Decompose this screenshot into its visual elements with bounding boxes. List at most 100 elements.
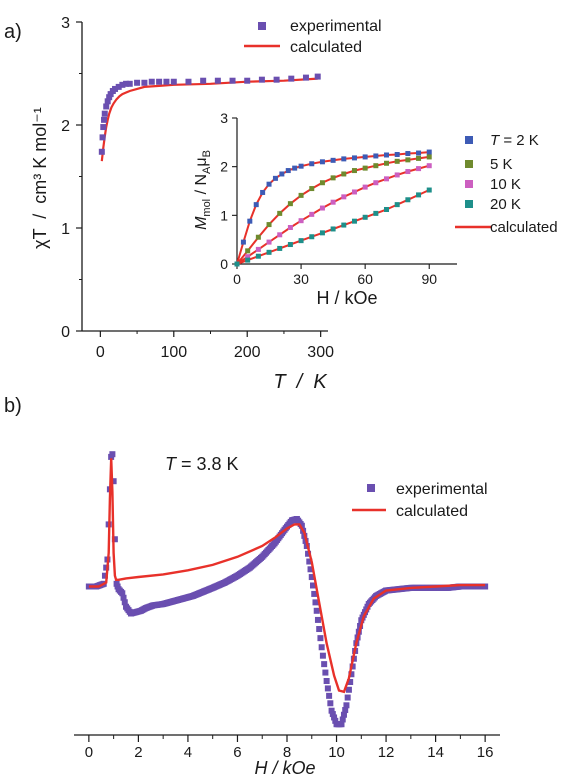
experimental-marker (273, 76, 280, 83)
inset-marker-5K (384, 160, 390, 166)
inset-axes: 0 30 60 90 0 1 2 3 (220, 110, 457, 287)
panel-b-title: T = 3.8 K (165, 454, 239, 474)
inset-plot (234, 149, 432, 267)
b-x-tick-label: 8 (283, 744, 291, 761)
experimental-marker (185, 78, 192, 85)
inset-legend: T = 2 K 5 K 10 K 20 K calculated (455, 132, 558, 236)
inset-marker-10K (384, 176, 390, 182)
inset-marker-20K (309, 234, 315, 240)
inset-marker-10K (245, 254, 251, 260)
b-experimental-marker (321, 661, 328, 668)
inset-marker-10K (319, 205, 325, 211)
inset-marker-2K (405, 151, 411, 157)
b-x-tick-label: 0 (85, 744, 93, 761)
inset-marker-10K (362, 184, 368, 190)
b-x-tick-label: 2 (134, 744, 142, 761)
b-experimental-marker (323, 678, 330, 684)
experimental-marker (156, 78, 163, 85)
experimental-marker (163, 78, 170, 85)
inset-marker-2K (253, 202, 259, 208)
b-experimental-marker (326, 692, 333, 699)
inset-marker-2K (260, 189, 266, 195)
panel-a-ylabel: χT / cm³ K mol⁻¹ (30, 107, 50, 249)
b-experimental-marker (314, 616, 321, 623)
experimental-marker (134, 79, 141, 86)
inset-marker-10K (298, 218, 304, 224)
inset-marker-5K (351, 168, 357, 174)
b-experimental-marker (317, 635, 324, 642)
inset-marker-5K (319, 180, 325, 186)
inset-legend-T: T (490, 132, 501, 149)
experimental-marker (103, 103, 110, 110)
inset-marker-10K (394, 172, 400, 178)
inset-legend-marker (465, 136, 473, 144)
b-experimental-marker (332, 717, 339, 724)
inset-ylabel: Mmol / NAμB (193, 150, 213, 230)
experimental-marker (115, 83, 122, 90)
inset-marker-10K (287, 225, 293, 230)
experimental-marker (141, 79, 148, 86)
inset-marker-2K (247, 218, 253, 224)
b-experimental-marker (340, 711, 347, 718)
inset-marker-2K (298, 163, 304, 169)
inset-marker-20K (384, 206, 390, 212)
experimental-marker (288, 75, 295, 82)
x-tick-label: 300 (307, 344, 334, 361)
inset-marker-20K (277, 245, 283, 251)
inset-y-tick-label: 1 (220, 207, 228, 223)
inset-marker-2K (240, 239, 246, 245)
b-experimental-marker (349, 663, 356, 670)
inset-marker-2K (279, 171, 285, 177)
inset-marker-5K (362, 165, 368, 171)
inset-marker-5K (266, 222, 272, 228)
inset-marker-10K (309, 211, 315, 217)
inset-legend-text: = 2 K (499, 132, 539, 149)
experimental-marker (302, 74, 309, 81)
inset-marker-20K (245, 257, 251, 263)
inset-marker-2K (266, 181, 272, 187)
inset-marker-20K (234, 261, 240, 267)
b-experimental-marker (345, 686, 352, 693)
inset-x-tick-label: 60 (357, 271, 373, 287)
b-x-tick-label: 16 (477, 744, 494, 761)
b-experimental-marker (120, 594, 127, 601)
experimental-marker (119, 81, 126, 88)
panel-b-xlabel: H / kOe (254, 758, 315, 778)
b-experimental-marker (331, 714, 338, 721)
inset-marker-2K (285, 168, 291, 174)
b-experimental-marker (311, 590, 318, 597)
experimental-marker (98, 148, 105, 155)
inset-marker-20K (362, 214, 368, 220)
inset-marker-20K (351, 218, 357, 224)
inset-marker-10K (426, 163, 432, 169)
b-experimental-marker (328, 707, 335, 714)
inset-marker-10K (341, 194, 347, 200)
experimental-marker (106, 94, 113, 101)
inset-marker-10K (266, 239, 272, 245)
b-experimental-marker (101, 572, 108, 579)
inset-marker-5K (330, 175, 336, 181)
b-experimental-marker (121, 599, 128, 606)
legend-calculated-label: calculated (290, 39, 362, 56)
x-tick-label: 200 (234, 344, 261, 361)
inset-marker-10K (351, 189, 357, 195)
inset-calculated-line-10K (236, 164, 430, 265)
b-experimental-marker (329, 711, 336, 718)
y-tick-label: 0 (61, 324, 70, 341)
legend-experimental-label: experimental (290, 18, 382, 35)
inset-marker-2K (330, 157, 336, 163)
inset-marker-20K (416, 192, 422, 198)
b-experimental-marker (109, 451, 116, 458)
inset-marker-2K (384, 152, 390, 158)
inset-legend-marker (465, 180, 473, 188)
inset-marker-20K (319, 230, 325, 236)
inset-legend-label: 20 K (490, 196, 521, 213)
inset-x-tick-label: 0 (233, 271, 241, 287)
inset-marker-20K (255, 253, 261, 259)
b-x-tick-label: 10 (328, 744, 345, 761)
inset-marker-20K (394, 202, 400, 208)
b-experimental-marker (322, 669, 329, 676)
b-legend-experimental-label: experimental (396, 481, 488, 498)
inset-marker-5K (298, 192, 304, 198)
